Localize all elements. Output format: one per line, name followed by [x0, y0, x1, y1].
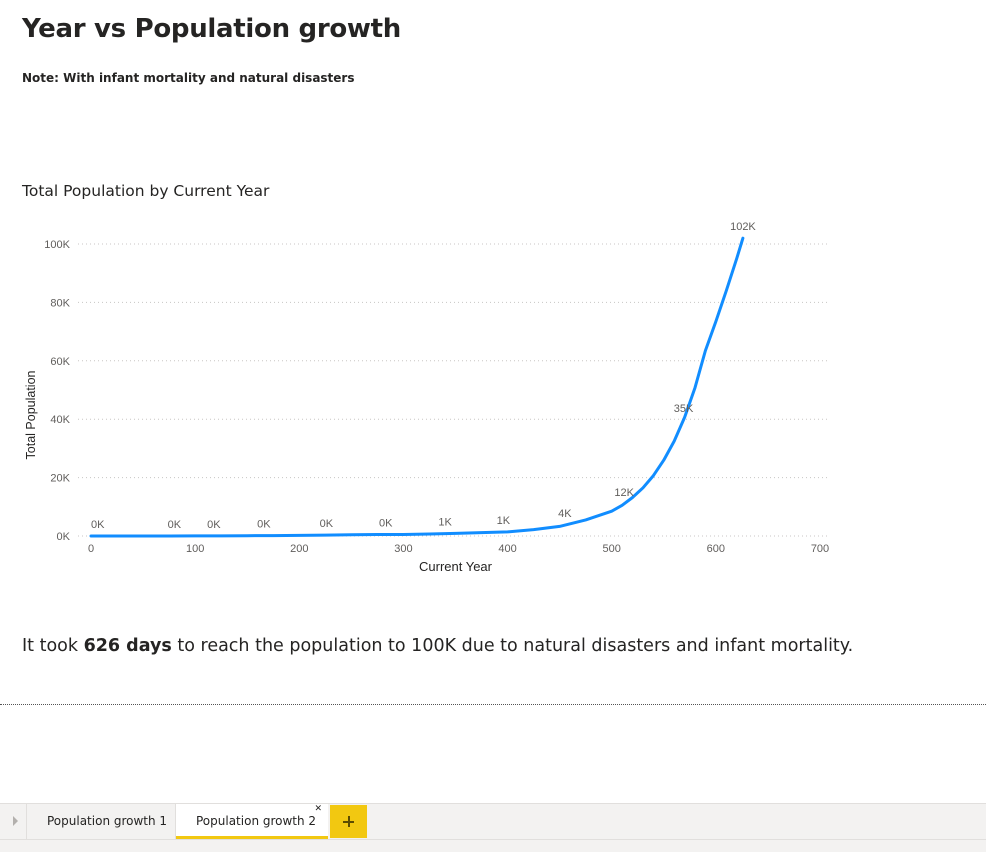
data-label: 1K — [497, 515, 511, 527]
chevron-right-icon — [13, 816, 18, 826]
tab-population-growth-1[interactable]: Population growth 1 — [28, 804, 176, 839]
x-tick-label: 300 — [394, 543, 412, 555]
add-page-button[interactable] — [330, 805, 367, 838]
data-label: 0K — [91, 519, 105, 531]
x-tick-label: 700 — [811, 543, 829, 555]
section-divider — [0, 704, 986, 705]
page-note: Note: With infant mortality and natural … — [22, 71, 355, 85]
data-label: 0K — [207, 519, 221, 531]
data-label: 102K — [730, 221, 756, 233]
y-tick-label: 20K — [50, 473, 70, 485]
tab-label: Population growth 1 — [47, 814, 168, 828]
summary-suffix: to reach the population to 100K due to n… — [171, 636, 854, 656]
x-axis-title: Current Year — [419, 559, 493, 574]
x-tick-label: 100 — [186, 543, 204, 555]
y-axis-title: Total Population — [24, 370, 38, 459]
data-label: 0K — [168, 519, 182, 531]
x-tick-label: 500 — [603, 543, 621, 555]
data-label: 1K — [438, 517, 452, 529]
population-line-chart[interactable]: 0K 20K 40K 60K 80K 100K 0 100 200 300 400 500 600 700… — [0, 205, 986, 585]
chart-title: Total Population by Current Year — [22, 182, 270, 200]
summary-prefix: It took — [22, 636, 84, 656]
y-tick-label: 60K — [50, 356, 70, 368]
data-label: 4K — [558, 508, 572, 520]
x-tick-label: 0 — [88, 543, 94, 555]
series-line — [89, 236, 745, 538]
data-label: 0K — [257, 519, 271, 531]
page-tab-bar: Population growth 1 Population growth 2 … — [0, 803, 986, 839]
data-label: 0K — [379, 518, 393, 530]
data-label: 12K — [614, 487, 634, 499]
x-tick-label: 200 — [290, 543, 308, 555]
summary-highlight: 626 days — [83, 636, 172, 656]
page-title: Year vs Population growth — [22, 14, 401, 44]
close-icon[interactable]: ✕ — [314, 804, 322, 814]
x-tick-label: 400 — [498, 543, 516, 555]
tab-label: Population growth 2 — [196, 814, 317, 828]
tab-population-growth-2[interactable]: Population growth 2 ✕ — [176, 804, 328, 839]
data-label: 0K — [320, 518, 334, 530]
y-tick-label: 40K — [50, 414, 70, 426]
data-label: 35K — [674, 403, 694, 415]
x-tick-label: 600 — [707, 543, 725, 555]
status-bar — [0, 839, 986, 852]
y-tick-label: 0K — [57, 531, 71, 543]
y-tick-label: 80K — [50, 297, 70, 309]
y-tick-label: 100K — [44, 239, 70, 251]
summary-text: It took 626 days to reach the population… — [22, 636, 853, 656]
tab-nav-button[interactable] — [0, 804, 27, 839]
